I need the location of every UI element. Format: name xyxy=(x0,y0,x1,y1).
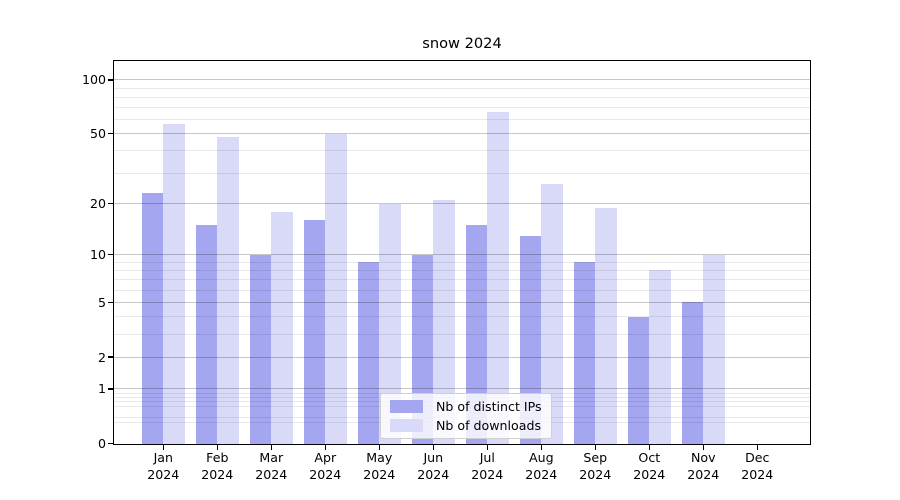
legend-label-downloads: Nb of downloads xyxy=(436,418,542,433)
x-tick-label-aug: Aug 2024 xyxy=(525,450,558,482)
x-tick-label-sep: Sep 2024 xyxy=(579,450,612,482)
bar-distinct-ips-oct xyxy=(627,316,650,444)
bar-downloads-jun xyxy=(433,200,455,444)
gridline-major xyxy=(114,356,810,358)
bar-distinct-ips-apr xyxy=(303,220,326,444)
x-axis-tick xyxy=(162,445,164,450)
y-axis-tick xyxy=(108,133,114,135)
y-axis-tick xyxy=(108,253,114,256)
y-axis-tick xyxy=(108,301,114,304)
x-axis-tick xyxy=(594,445,596,450)
x-tick-label-jan: Jan 2024 xyxy=(147,450,180,482)
x-tick-label-apr: Apr 2024 xyxy=(309,450,342,482)
gridline-major xyxy=(114,388,810,390)
y-axis-tick xyxy=(108,79,114,81)
y-tick-label: 20 xyxy=(89,196,106,212)
bar-distinct-ips-aug xyxy=(519,235,542,444)
bar-distinct-ips-feb xyxy=(195,225,218,444)
x-tick-label-jun: Jun 2024 xyxy=(417,450,450,482)
gridline-major xyxy=(114,203,810,205)
gridline-major xyxy=(114,133,810,135)
bar-distinct-ips-may xyxy=(357,262,380,444)
legend-swatch-downloads xyxy=(390,419,423,432)
bar-distinct-ips-jan xyxy=(141,193,164,444)
legend: Nb of distinct IPs Nb of downloads xyxy=(380,393,552,439)
x-axis-tick xyxy=(270,445,272,450)
legend-item-distinct-ips: Nb of distinct IPs xyxy=(390,399,542,414)
gridline-minor xyxy=(114,172,810,174)
x-tick-label-nov: Nov 2024 xyxy=(687,450,720,482)
x-tick-label-may: May 2024 xyxy=(363,450,396,482)
y-tick-label: 0 xyxy=(97,436,106,452)
y-tick-label: 5 xyxy=(97,294,106,310)
gridline-minor xyxy=(114,96,810,98)
x-tick-label-oct: Oct 2024 xyxy=(633,450,666,482)
y-axis-tick xyxy=(108,442,114,445)
bar-downloads-jul xyxy=(487,112,509,444)
gridline-minor xyxy=(114,269,810,271)
gridline-minor xyxy=(114,333,810,335)
bar-downloads-sep xyxy=(595,207,617,444)
x-tick-label-jul: Jul 2024 xyxy=(471,450,504,482)
x-axis-tick xyxy=(486,445,488,450)
y-tick-label: 2 xyxy=(97,349,106,365)
bar-downloads-jan xyxy=(163,123,185,444)
x-axis-tick xyxy=(540,445,542,450)
gridline-major xyxy=(114,254,810,256)
gridline-minor xyxy=(114,261,810,263)
x-axis-tick xyxy=(756,445,758,450)
x-axis-tick xyxy=(432,445,434,450)
gridline-minor xyxy=(114,150,810,152)
gridline-minor xyxy=(114,279,810,281)
bar-downloads-feb xyxy=(217,136,239,444)
x-axis-tick xyxy=(702,445,704,450)
gridline-major xyxy=(114,79,810,81)
bar-downloads-may xyxy=(379,203,401,444)
gridline-minor xyxy=(114,87,810,89)
gridline-major xyxy=(114,301,810,303)
bar-downloads-nov xyxy=(703,254,725,444)
x-axis-tick xyxy=(216,445,218,450)
y-tick-label: 10 xyxy=(89,247,106,263)
bar-downloads-apr xyxy=(325,133,347,444)
gridline-minor xyxy=(114,107,810,109)
y-axis-tick xyxy=(108,203,114,205)
chart-title: snow 2024 xyxy=(422,35,502,52)
gridline-minor xyxy=(114,289,810,291)
bar-distinct-ips-jul xyxy=(465,225,488,444)
bar-distinct-ips-nov xyxy=(681,302,704,444)
gridline-minor xyxy=(114,316,810,318)
y-tick-label: 1 xyxy=(97,381,106,397)
y-tick-label: 100 xyxy=(81,72,106,88)
legend-swatch-distinct-ips xyxy=(390,400,423,413)
bar-distinct-ips-mar xyxy=(249,254,272,444)
x-axis-tick xyxy=(648,445,650,450)
y-axis-tick xyxy=(108,356,114,358)
x-axis-tick xyxy=(378,445,380,450)
bar-downloads-oct xyxy=(649,270,671,444)
bar-downloads-aug xyxy=(541,183,563,444)
x-tick-label-dec: Dec 2024 xyxy=(741,450,774,482)
legend-item-downloads: Nb of downloads xyxy=(390,418,542,433)
x-axis-tick xyxy=(324,445,326,450)
legend-label-distinct-ips: Nb of distinct IPs xyxy=(436,399,542,414)
bar-downloads-mar xyxy=(271,211,293,444)
y-tick-label: 50 xyxy=(89,126,106,142)
bar-distinct-ips-sep xyxy=(573,262,596,444)
x-tick-label-feb: Feb 2024 xyxy=(201,450,234,482)
gridline-minor xyxy=(114,119,810,121)
x-tick-label-mar: Mar 2024 xyxy=(255,450,288,482)
y-axis-tick xyxy=(108,388,114,390)
